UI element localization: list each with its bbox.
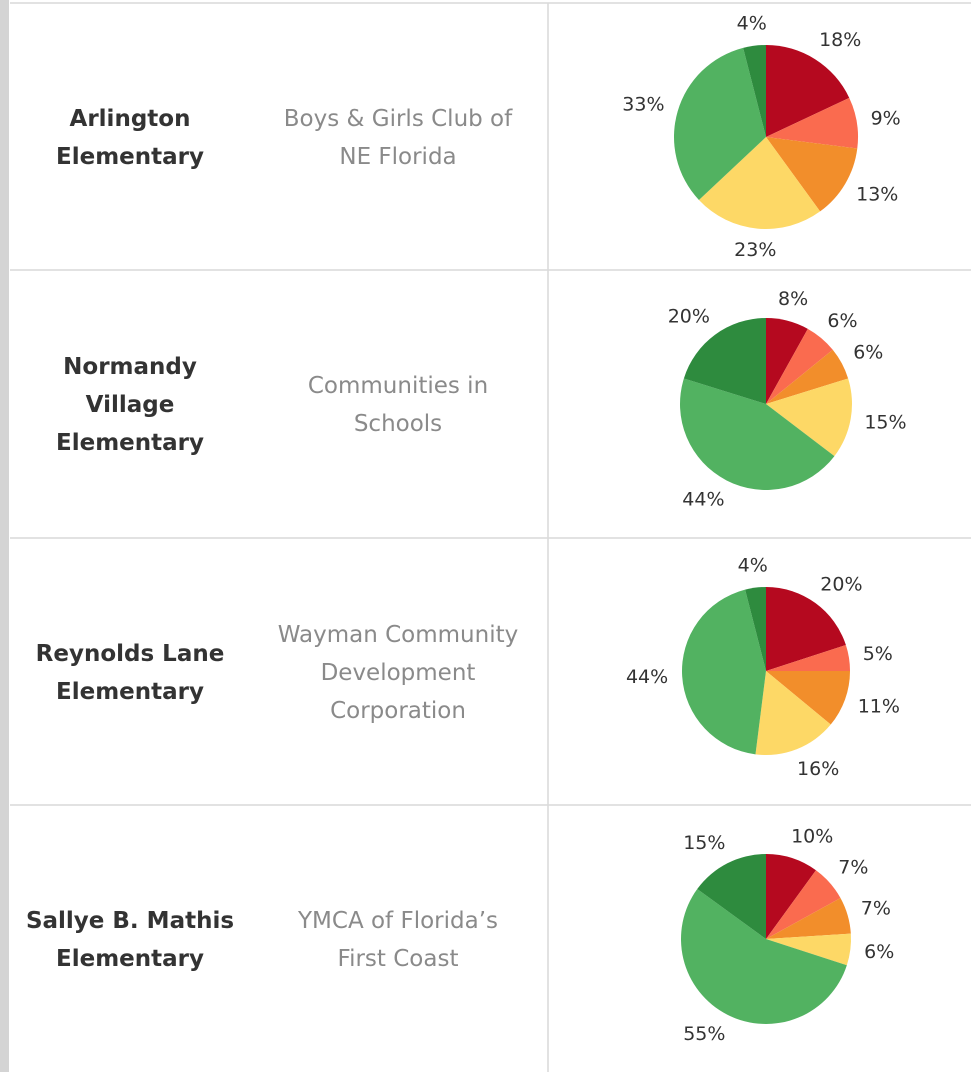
pie-slice (766, 97, 858, 149)
school-name: Elementary (56, 144, 204, 170)
pie-slice (766, 137, 858, 212)
school-name: Normandy (63, 354, 197, 380)
pie-slice (697, 854, 766, 939)
school-name: Elementary (56, 430, 204, 456)
partner-name: First Coast (338, 946, 459, 972)
pie-slice (766, 378, 852, 457)
pie-label: 6% (853, 341, 883, 363)
pie-label: 18% (819, 29, 861, 51)
pie-label: 11% (858, 695, 900, 717)
pie-label: 7% (838, 857, 868, 879)
pie-slice (766, 318, 808, 404)
pie-label: 6% (827, 310, 857, 332)
pie-slice (698, 137, 821, 230)
pie-slice (766, 671, 850, 725)
pie-label: 15% (864, 411, 906, 433)
pie-label: 4% (738, 554, 768, 576)
pie-slice (682, 589, 766, 755)
pie-label: 10% (791, 826, 833, 848)
pie-label: 33% (622, 94, 664, 116)
pie-slice (743, 45, 766, 137)
pie-label: 8% (778, 288, 808, 310)
pie-label: 55% (683, 1023, 725, 1045)
school-name: Elementary (56, 679, 204, 705)
pie-slice (683, 318, 766, 404)
pie-slice (766, 587, 846, 671)
pie-label: 23% (734, 239, 776, 261)
pie-slice (745, 587, 766, 671)
partner-name: NE Florida (339, 144, 456, 170)
pie-label: 44% (626, 666, 668, 688)
partner-name: Boys & Girls Club of (284, 106, 513, 132)
school-name: Sallye B. Mathis (26, 908, 234, 934)
pie-label: 13% (856, 184, 898, 206)
pie-label: 16% (797, 758, 839, 780)
pie-label: 9% (871, 108, 901, 130)
partner-name: YMCA of Florida’s (297, 908, 498, 934)
pie-slice (766, 328, 833, 404)
partner-name: Wayman Community (278, 622, 518, 648)
pie-label: 6% (864, 941, 894, 963)
pie-slice (766, 870, 841, 939)
partner-name: Communities in (308, 373, 488, 399)
pie-slice (766, 45, 850, 137)
school-name: Arlington (70, 106, 191, 132)
pie-slice (755, 671, 831, 755)
pie-slice (766, 349, 849, 404)
pie-label: 44% (682, 488, 724, 510)
school-name: Reynolds Lane (36, 641, 225, 667)
school-name: Village (86, 392, 175, 418)
school-name: Elementary (56, 946, 204, 972)
pie-slice (680, 378, 835, 491)
partner-name: Development (321, 660, 476, 686)
pie-label: 20% (668, 306, 710, 328)
pie-slice (766, 933, 851, 966)
side-bar (0, 0, 9, 1072)
pie-slice (680, 889, 847, 1025)
pie-label: 20% (820, 574, 862, 596)
pie-slice (766, 854, 816, 939)
pie-label: 15% (683, 832, 725, 854)
partner-name: Corporation (330, 698, 466, 724)
pie-slice (766, 645, 850, 671)
pie-label: 4% (737, 12, 767, 34)
pie-slice (674, 47, 766, 200)
partner-name: Schools (354, 411, 442, 437)
pie-slice (766, 898, 851, 939)
pie-label: 5% (863, 643, 893, 665)
pie-label: 7% (861, 898, 891, 920)
